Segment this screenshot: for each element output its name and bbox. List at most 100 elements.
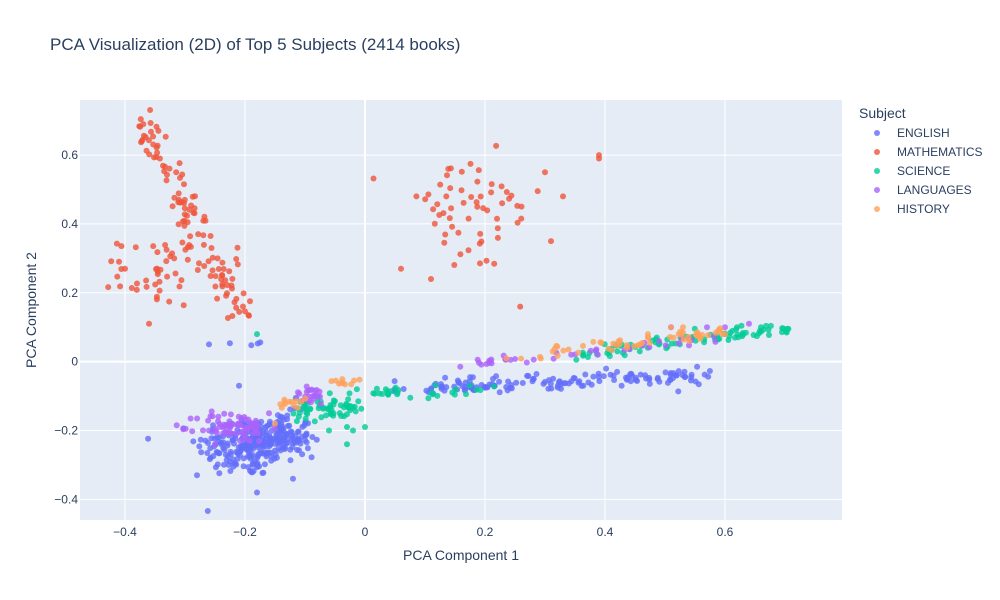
data-point[interactable] [725,337,732,343]
data-point[interactable] [488,356,495,363]
data-point[interactable] [582,371,589,378]
data-point[interactable] [235,413,242,420]
data-point[interactable] [214,461,221,468]
data-point[interactable] [705,332,712,339]
data-point[interactable] [514,219,521,226]
data-point[interactable] [376,390,383,397]
data-point[interactable] [680,336,687,343]
data-point[interactable] [132,244,139,251]
data-point[interactable] [530,376,537,382]
data-point[interactable] [600,373,607,380]
data-point[interactable] [371,390,378,397]
data-point[interactable] [688,374,695,381]
data-point[interactable] [595,370,602,377]
data-point[interactable] [293,418,300,425]
data-point[interactable] [197,436,204,443]
data-point[interactable] [316,388,323,395]
data-point[interactable] [153,293,160,300]
data-point[interactable] [229,285,235,292]
data-point[interactable] [235,444,242,451]
data-point[interactable] [215,266,222,272]
data-point[interactable] [154,265,161,272]
data-point[interactable] [488,181,495,188]
data-point[interactable] [430,206,437,213]
data-point[interactable] [355,398,362,405]
data-point[interactable] [425,395,432,402]
data-point[interactable] [323,412,330,419]
data-point[interactable] [248,342,255,349]
data-point[interactable] [391,378,398,385]
data-point[interactable] [214,434,221,441]
data-point[interactable] [303,431,310,438]
data-point[interactable] [161,168,168,175]
data-point[interactable] [191,210,198,217]
data-point[interactable] [196,260,202,267]
data-point[interactable] [518,215,525,222]
data-point[interactable] [260,469,267,476]
data-point[interactable] [483,257,490,264]
data-point[interactable] [221,461,227,468]
data-point[interactable] [477,387,484,394]
data-point[interactable] [226,268,233,275]
data-point[interactable] [513,379,520,386]
data-point[interactable] [229,437,236,444]
data-point[interactable] [373,385,380,392]
data-point[interactable] [654,376,661,382]
data-point[interactable] [198,449,205,456]
data-point[interactable] [255,438,262,445]
data-point[interactable] [209,254,216,261]
data-point[interactable] [503,355,510,362]
data-point[interactable] [560,347,567,354]
data-point[interactable] [286,422,293,429]
data-point[interactable] [240,444,247,451]
data-point[interactable] [271,425,278,432]
data-point[interactable] [304,445,311,452]
data-point[interactable] [477,230,484,237]
data-point[interactable] [712,338,719,345]
data-point[interactable] [142,134,149,140]
data-point[interactable] [241,436,248,443]
data-point[interactable] [484,207,491,214]
data-point[interactable] [173,422,180,429]
data-point[interactable] [143,277,150,284]
data-point[interactable] [145,435,152,442]
data-point[interactable] [766,332,772,338]
data-point[interactable] [219,283,226,290]
data-point[interactable] [162,133,169,140]
data-point[interactable] [187,415,194,422]
data-point[interactable] [208,408,215,415]
data-point[interactable] [503,189,510,195]
data-point[interactable] [200,427,206,434]
data-point[interactable] [473,199,480,206]
data-point[interactable] [268,453,275,460]
data-point[interactable] [206,427,212,434]
data-point[interactable] [499,200,506,207]
data-point[interactable] [351,377,358,384]
data-point[interactable] [164,273,171,280]
data-point[interactable] [212,283,219,290]
data-point[interactable] [306,406,313,413]
data-point[interactable] [642,372,649,379]
data-point[interactable] [447,185,454,192]
data-point[interactable] [283,430,290,437]
data-point[interactable] [173,169,180,176]
data-point[interactable] [637,371,644,378]
data-point[interactable] [233,430,240,437]
data-point[interactable] [233,256,240,262]
data-point[interactable] [524,372,531,379]
data-point[interactable] [496,389,503,396]
data-point[interactable] [693,331,699,338]
data-point[interactable] [287,446,294,453]
data-point[interactable] [284,412,291,419]
data-point[interactable] [474,203,481,210]
data-point[interactable] [680,324,686,331]
data-point[interactable] [606,353,613,360]
data-point[interactable] [194,415,201,422]
data-point[interactable] [309,434,316,440]
data-point[interactable] [431,220,438,227]
data-point[interactable] [240,290,247,297]
data-point[interactable] [590,338,597,345]
data-point[interactable] [213,429,220,436]
data-point[interactable] [548,385,555,392]
data-point[interactable] [172,270,179,277]
